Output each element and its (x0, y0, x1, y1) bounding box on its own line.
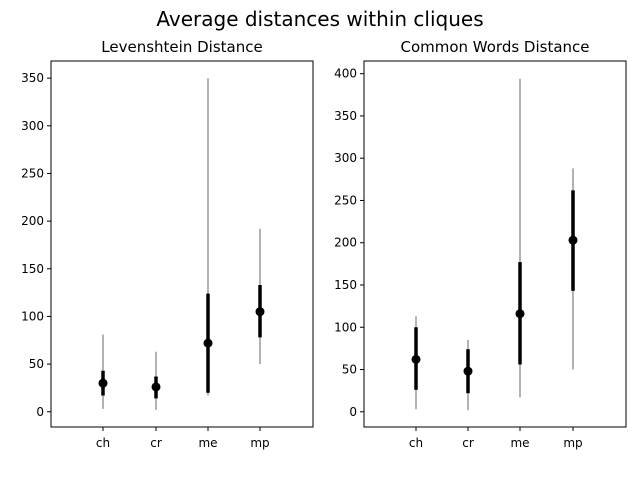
chart-common-words-distance: Common Words Distance 0 50 100 150 200 250 300 3… (334, 38, 627, 450)
chart-title: Common Words Distance (400, 38, 589, 56)
x-tick-label: cr (150, 436, 162, 450)
x-tick-label: me (510, 436, 529, 450)
y-tick-label: 250 (334, 193, 357, 207)
x-tick-label: mp (250, 436, 269, 450)
axes-frame (50, 60, 314, 428)
median-point-mp (255, 307, 265, 317)
figure-title: Average distances within cliques (156, 7, 483, 31)
x-tick-label: ch (409, 436, 423, 450)
x-tick-label: ch (96, 436, 110, 450)
chart-levenshtein-distance: Levenshtein Distance 0 50 100 150 200 250 300 35… (21, 38, 314, 450)
median-point-cr (151, 382, 161, 392)
y-tick-label: 0 (349, 405, 357, 419)
median-point-me (203, 338, 213, 348)
median-point-ch (411, 354, 421, 364)
x-tick-label: me (198, 436, 217, 450)
y-tick-label: 300 (334, 151, 357, 165)
median-point-mp (568, 235, 578, 245)
y-tick-label: 350 (334, 109, 357, 123)
median-point-me (515, 309, 525, 319)
y-tick-label: 50 (29, 357, 44, 371)
y-tick-label: 150 (334, 278, 357, 292)
y-tick-label: 100 (21, 309, 44, 323)
x-tick-label: mp (563, 436, 582, 450)
y-tick-label: 50 (342, 363, 357, 377)
chart-title: Levenshtein Distance (101, 38, 262, 56)
y-tick-label: 350 (21, 71, 44, 85)
y-tick-label: 250 (21, 166, 44, 180)
x-tick-label: cr (462, 436, 474, 450)
y-tick-label: 0 (36, 405, 44, 419)
y-tick-label: 150 (21, 262, 44, 276)
y-tick-label: 200 (21, 214, 44, 228)
y-tick-label: 100 (334, 320, 357, 334)
y-tick-label: 200 (334, 236, 357, 250)
median-point-ch (98, 378, 108, 388)
axes-frame (363, 60, 627, 428)
median-point-cr (463, 366, 473, 376)
y-tick-label: 400 (334, 67, 357, 81)
y-tick-label: 300 (21, 119, 44, 133)
